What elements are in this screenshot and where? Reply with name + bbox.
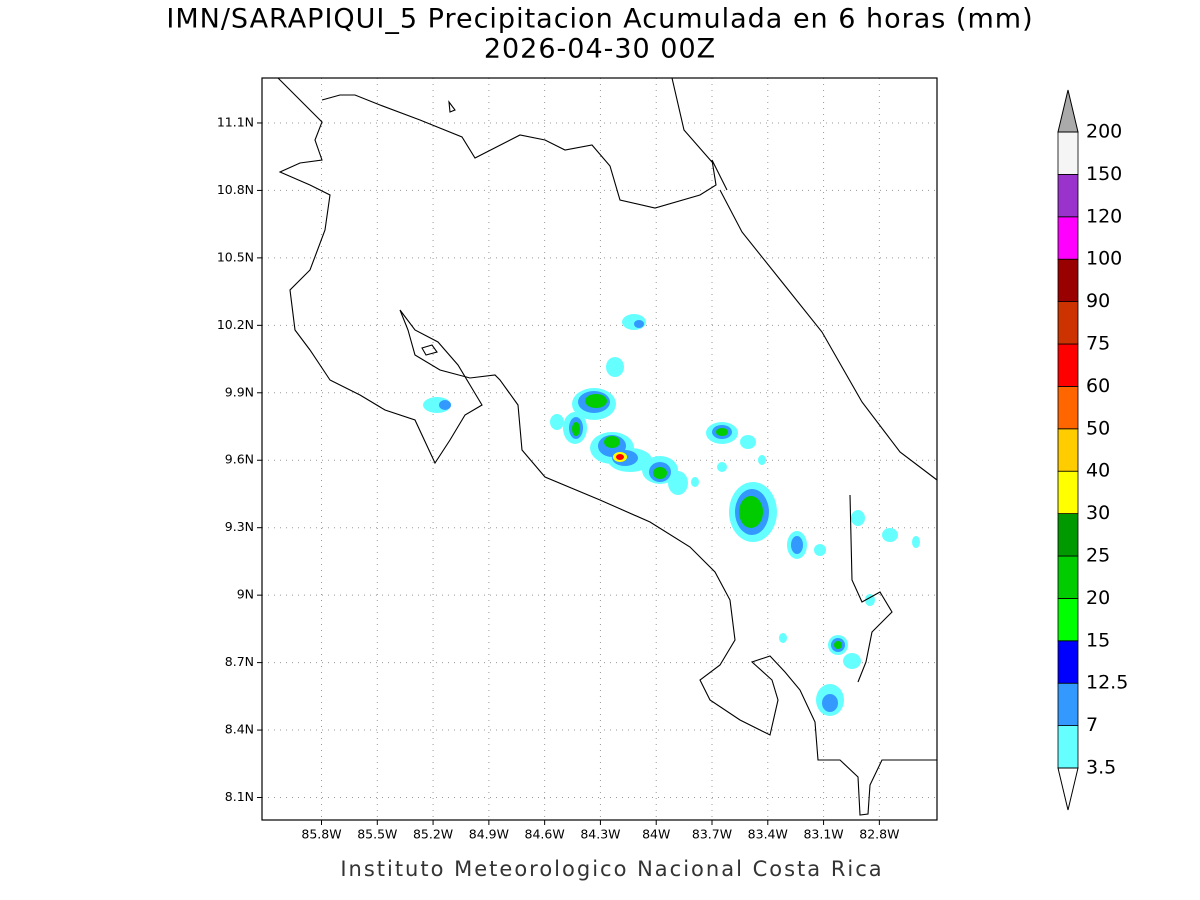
colorbar-under bbox=[1057, 767, 1079, 811]
colorbar-segment bbox=[1057, 173, 1079, 218]
map-title: IMN/SARAPIQUI_5 Precipitacion Acumulada … bbox=[166, 4, 1033, 35]
colorbar-label: 20 bbox=[1086, 587, 1110, 609]
x-tick-label: 83.7W bbox=[692, 827, 732, 842]
y-tick-label: 9.6N bbox=[225, 452, 254, 467]
colorbar-label: 30 bbox=[1086, 502, 1110, 524]
colorbar-label: 150 bbox=[1086, 163, 1122, 185]
colorbar-label: 200 bbox=[1086, 121, 1122, 143]
x-tick-label: 84.3W bbox=[580, 827, 620, 842]
colorbar-segment bbox=[1057, 216, 1079, 260]
y-tick-label: 10.8N bbox=[217, 182, 254, 197]
colorbar-segment bbox=[1057, 640, 1079, 684]
coastline bbox=[277, 77, 938, 816]
y-tick-label: 11.1N bbox=[217, 114, 254, 129]
y-tick-label: 8.7N bbox=[225, 654, 254, 669]
colorbar-segment bbox=[1057, 470, 1079, 515]
map-subtitle: 2026-04-30 00Z bbox=[484, 34, 716, 65]
y-tick-label: 10.2N bbox=[217, 317, 254, 332]
x-tick-label: 85.5W bbox=[357, 827, 397, 842]
y-tick-label: 9N bbox=[237, 587, 254, 602]
colorbar-label: 50 bbox=[1086, 417, 1110, 439]
colorbar-label: 100 bbox=[1086, 248, 1122, 270]
colorbar-label: 12.5 bbox=[1086, 672, 1128, 694]
colorbar-label: 25 bbox=[1086, 545, 1110, 567]
colorbar-segment bbox=[1057, 598, 1079, 642]
colorbar-segment bbox=[1057, 301, 1079, 345]
y-tick-label: 10.5N bbox=[217, 249, 254, 264]
footer: Instituto Meteorologico Nacional Costa R… bbox=[340, 857, 883, 881]
colorbar-segment bbox=[1057, 385, 1079, 430]
precipitation-field bbox=[423, 314, 920, 716]
y-tick-label: 8.1N bbox=[225, 789, 254, 804]
colorbar-segment bbox=[1057, 725, 1079, 769]
colorbar-segment bbox=[1057, 428, 1079, 472]
colorbar-label: 120 bbox=[1086, 205, 1122, 227]
x-tick-label: 85.8W bbox=[301, 827, 341, 842]
colorbar-label: 40 bbox=[1086, 460, 1110, 482]
colorbar-label: 15 bbox=[1086, 629, 1110, 651]
x-tick-label: 84.9W bbox=[469, 827, 509, 842]
x-tick-label: 83.1W bbox=[803, 827, 843, 842]
colorbar-label: 90 bbox=[1086, 290, 1110, 312]
colorbar-segment bbox=[1057, 131, 1079, 175]
y-tick-label: 9.3N bbox=[225, 519, 254, 534]
x-tick-label: 83.4W bbox=[748, 827, 788, 842]
map-frame bbox=[261, 77, 938, 821]
colorbar-label: 7 bbox=[1086, 714, 1098, 736]
x-tick-label: 82.8W bbox=[859, 827, 899, 842]
colorbar-segment bbox=[1057, 682, 1079, 727]
colorbar-label: 75 bbox=[1086, 333, 1110, 355]
colorbar-label: 3.5 bbox=[1086, 757, 1116, 779]
colorbar: 3.5 7 12.5 15 20 25 30 40 50 60 75 90 100 120 150 200 bbox=[1057, 89, 1128, 811]
x-tick-label: 84.6W bbox=[525, 827, 565, 842]
x-tick-label: 85.2W bbox=[413, 827, 453, 842]
y-tick-label: 9.9N bbox=[225, 384, 254, 399]
x-tick-label: 84W bbox=[642, 827, 670, 842]
colorbar-over bbox=[1057, 89, 1079, 133]
colorbar-label: 60 bbox=[1086, 375, 1110, 397]
y-tick-label: 8.4N bbox=[225, 722, 254, 737]
colorbar-segment bbox=[1057, 258, 1079, 303]
colorbar-segment bbox=[1057, 513, 1079, 557]
colorbar-segment bbox=[1057, 343, 1079, 387]
colorbar-segment bbox=[1057, 555, 1079, 599]
